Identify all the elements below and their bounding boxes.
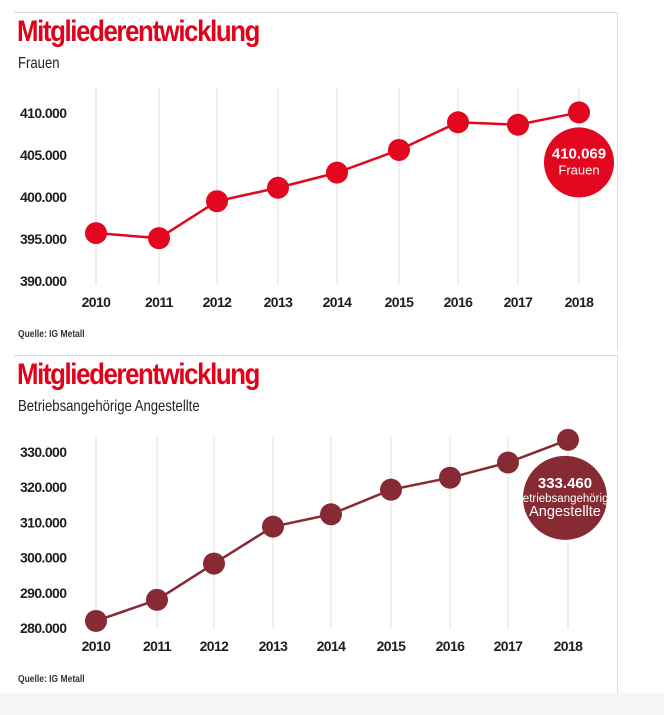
y-tick-label: 395.000 [20,231,67,247]
annotation-value: 333.460 [538,475,592,492]
x-tick-label: 2012 [203,294,233,310]
chart-subtitle: Frauen [18,55,60,72]
x-tick-label: 2011 [145,294,174,310]
y-tick-label: 400.000 [20,189,67,205]
data-point-2017 [497,451,519,474]
chart-subtitle: Betriebsangehörige Angestellte [18,398,200,415]
annotation-label: Betriebsangehörige [515,493,615,505]
x-tick-label: 2013 [259,638,289,654]
data-point-2013 [262,515,284,538]
y-tick-label: 300.000 [20,550,67,566]
data-point-2013 [267,176,289,199]
chart-title: Mitgliederentwicklung [17,358,260,391]
annotation-value: 410.069 [552,145,606,162]
x-tick-label: 2018 [554,638,584,654]
y-tick-label: 320.000 [20,479,67,495]
annotation-badge [544,127,614,198]
data-point-2011 [146,588,168,611]
chart-panel-frauen: Mitgliederentwicklung Frauen Quelle: IG … [14,12,618,350]
data-point-2018 [557,428,579,451]
data-point-2018 [568,101,590,124]
annotation-badge [523,455,607,540]
data-point-2010 [85,609,107,632]
chart-source: Quelle: IG Metall [18,674,85,685]
page-footer-background [0,693,664,715]
line-chart-frauen: 410.000 405.000 400.000 395.000 390.000 2010 2… [20,88,614,310]
data-point-2015 [380,478,402,501]
x-tick-label: 2013 [264,294,294,310]
x-tick-label: 2016 [444,294,474,310]
series-line [95,438,569,623]
data-point-2010 [85,222,107,245]
annotation-label: Frauen [558,162,599,177]
data-point-2014 [320,503,342,526]
y-tick-label: 390.000 [20,273,67,289]
data-point-2011 [148,227,170,250]
data-point-2017 [507,113,529,136]
x-tick-label: 2014 [323,294,353,310]
y-tick-label: 290.000 [20,585,67,601]
x-tick-label: 2017 [504,294,534,310]
chart-source: Quelle: IG Metall [18,329,85,340]
y-tick-label: 405.000 [20,147,67,163]
x-tick-label: 2017 [494,638,524,654]
data-point-2016 [439,466,461,489]
data-point-2015 [388,138,410,161]
x-tick-label: 2011 [143,638,172,654]
x-tick-label: 2016 [436,638,466,654]
x-tick-label: 2010 [82,294,112,310]
data-point-2016 [447,111,469,134]
data-point-2014 [326,161,348,184]
data-point-2012 [203,552,225,575]
x-tick-label: 2012 [200,638,230,654]
x-tick-label: 2014 [317,638,347,654]
y-tick-label: 310.000 [20,514,67,530]
chart-panel-angestellte: Mitgliederentwicklung Betriebsangehörige… [14,355,618,693]
x-tick-label: 2010 [82,638,112,654]
data-point-2012 [206,190,228,213]
x-tick-label: 2015 [385,294,415,310]
y-tick-label: 280.000 [20,620,67,636]
annotation-label: Angestellte [529,504,601,520]
x-tick-label: 2018 [565,294,595,310]
x-tick-label: 2015 [377,638,407,654]
y-tick-label: 410.000 [20,105,67,121]
chart-title: Mitgliederentwicklung [17,15,260,48]
y-tick-label: 330.000 [20,444,67,460]
